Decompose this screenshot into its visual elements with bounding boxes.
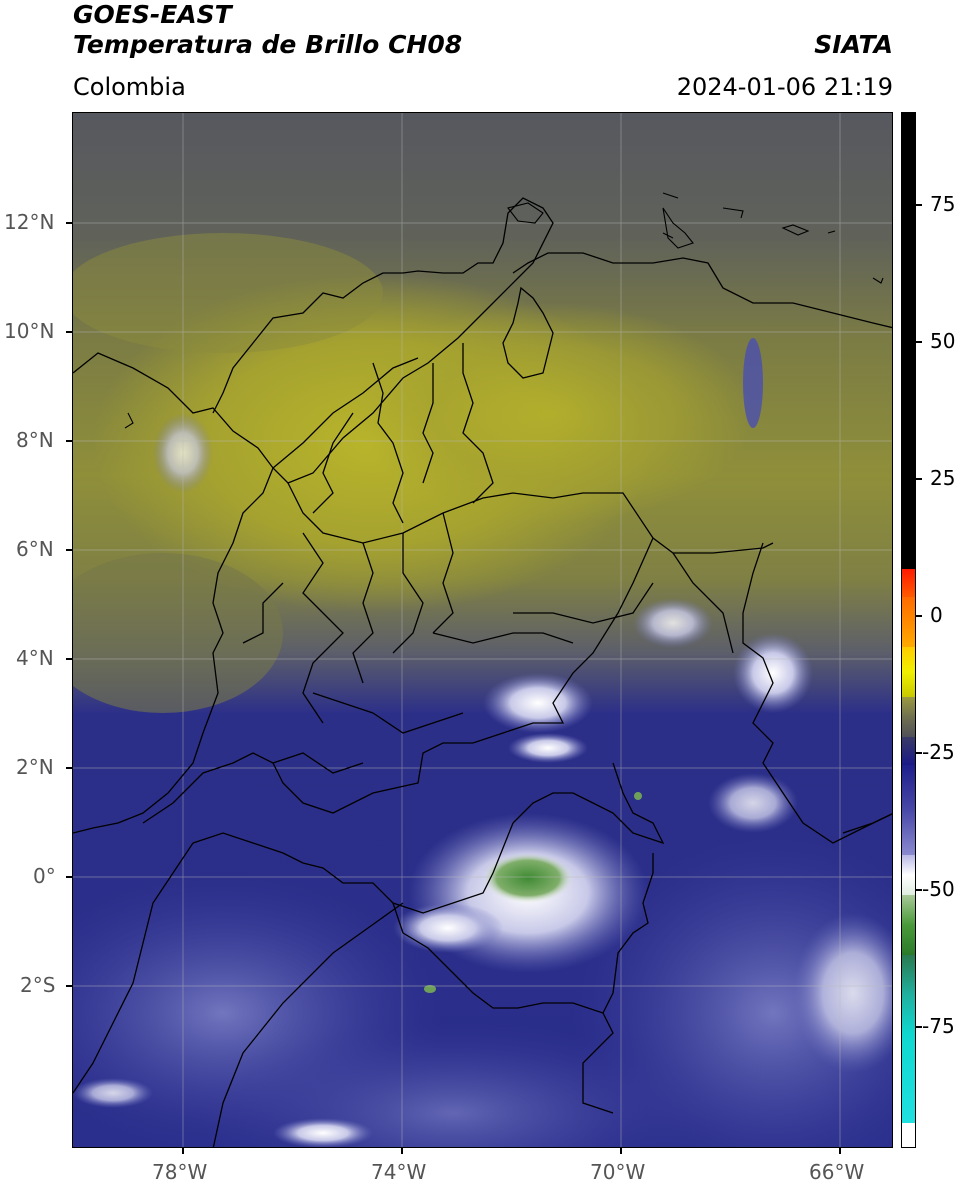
colorbar-label-75: 75 [930, 192, 956, 216]
title-line-2: Temperatura de Brillo CH08 [73, 30, 463, 59]
brand-label: SIATA [814, 30, 893, 59]
colorbar-label-0: 0 [930, 603, 943, 627]
lat-label-2s: 2°S [20, 973, 56, 997]
lat-label-8n: 8°N [16, 428, 54, 452]
colorbar-label-minus25: -25 [922, 740, 955, 764]
satellite-image [73, 113, 892, 1147]
lon-label-78w: 78°W [152, 1160, 208, 1184]
lat-label-6n: 6°N [16, 537, 54, 561]
lat-label-0: 0° [33, 864, 56, 888]
lon-label-70w: 70°W [590, 1160, 646, 1184]
lat-label-10n: 10°N [4, 319, 55, 343]
region-label: Colombia [73, 73, 186, 101]
colorbar-label-minus75: -75 [922, 1014, 955, 1038]
colorbar [901, 112, 916, 1148]
datetime-label: 2024-01-06 21:19 [676, 73, 893, 101]
lat-label-12n: 12°N [4, 210, 55, 234]
lon-label-74w: 74°W [371, 1160, 427, 1184]
title-line-1: GOES-EAST [73, 0, 232, 29]
lon-label-66w: 66°W [809, 1160, 865, 1184]
lat-label-4n: 4°N [16, 646, 54, 670]
colorbar-label-25: 25 [930, 466, 956, 490]
colorbar-label-50: 50 [930, 329, 956, 353]
colorbar-label-minus50: -50 [922, 877, 955, 901]
lat-label-2n: 2°N [16, 755, 54, 779]
satellite-map [72, 112, 893, 1148]
